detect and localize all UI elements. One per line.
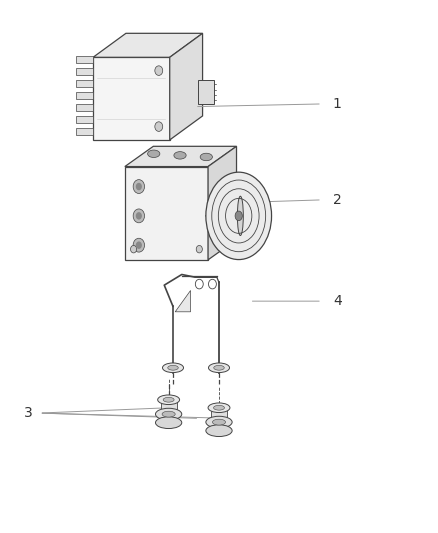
Polygon shape xyxy=(208,146,237,260)
Circle shape xyxy=(155,122,162,132)
Polygon shape xyxy=(161,402,177,410)
Ellipse shape xyxy=(162,363,184,373)
Polygon shape xyxy=(170,33,202,140)
Polygon shape xyxy=(198,80,214,104)
Ellipse shape xyxy=(212,419,226,425)
Polygon shape xyxy=(125,146,237,166)
Circle shape xyxy=(131,245,137,253)
Ellipse shape xyxy=(163,398,174,402)
Polygon shape xyxy=(75,68,93,75)
Circle shape xyxy=(196,245,202,253)
Circle shape xyxy=(136,212,142,220)
Ellipse shape xyxy=(237,196,244,236)
Ellipse shape xyxy=(155,408,182,420)
Ellipse shape xyxy=(155,417,182,429)
Text: 2: 2 xyxy=(333,193,342,207)
Circle shape xyxy=(133,209,145,223)
Ellipse shape xyxy=(235,211,242,221)
Circle shape xyxy=(136,241,142,249)
Ellipse shape xyxy=(174,152,186,159)
Ellipse shape xyxy=(214,366,224,370)
Ellipse shape xyxy=(168,366,178,370)
Circle shape xyxy=(133,238,145,252)
Polygon shape xyxy=(75,128,93,135)
Ellipse shape xyxy=(158,395,180,405)
Ellipse shape xyxy=(148,150,160,158)
Polygon shape xyxy=(211,410,227,418)
Ellipse shape xyxy=(206,416,232,428)
Polygon shape xyxy=(75,116,93,123)
Text: 1: 1 xyxy=(333,97,342,111)
Polygon shape xyxy=(125,166,208,260)
Ellipse shape xyxy=(200,154,212,161)
Polygon shape xyxy=(75,80,93,87)
Polygon shape xyxy=(93,33,202,58)
Circle shape xyxy=(208,279,216,289)
Polygon shape xyxy=(75,92,93,99)
Circle shape xyxy=(133,180,145,193)
Ellipse shape xyxy=(206,172,272,260)
Circle shape xyxy=(195,279,203,289)
Polygon shape xyxy=(93,58,170,140)
Ellipse shape xyxy=(214,405,224,410)
Polygon shape xyxy=(75,104,93,111)
Circle shape xyxy=(136,183,142,190)
Text: 3: 3 xyxy=(24,406,33,420)
Ellipse shape xyxy=(208,363,230,373)
Polygon shape xyxy=(175,290,191,312)
Polygon shape xyxy=(75,56,93,63)
Text: 4: 4 xyxy=(333,294,342,308)
Ellipse shape xyxy=(206,425,232,437)
Ellipse shape xyxy=(208,403,230,413)
Circle shape xyxy=(155,66,162,76)
Ellipse shape xyxy=(162,411,175,417)
